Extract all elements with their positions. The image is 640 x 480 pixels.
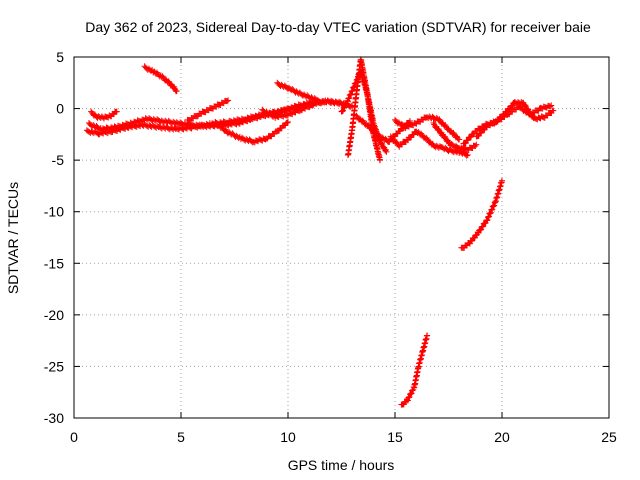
x-tick-label: 5 [177, 429, 185, 445]
series-arc-r [398, 332, 431, 408]
data-point [480, 223, 487, 230]
x-tick-label: 15 [387, 429, 403, 445]
data-points [83, 56, 557, 408]
data-point [473, 141, 480, 148]
data-point [309, 102, 316, 109]
data-point [475, 230, 482, 237]
series-arc-j [338, 68, 384, 164]
plot-border [73, 56, 610, 419]
data-point [224, 98, 231, 105]
data-point [377, 157, 384, 164]
x-tick-label: 25 [601, 429, 617, 445]
y-tick-label: -15 [44, 255, 64, 271]
y-tick-label: 5 [56, 49, 64, 65]
data-point [113, 108, 120, 115]
chart-title: Day 362 of 2023, Sidereal Day-to-day VTE… [85, 19, 591, 35]
series-arc-g [259, 101, 317, 121]
data-point [383, 148, 390, 155]
data-point [340, 107, 347, 114]
data-point [424, 332, 431, 339]
y-tick-label: -20 [44, 307, 64, 323]
data-point [464, 151, 471, 158]
series-arc-d [141, 63, 180, 95]
y-axis-label: SDTVAR / TECUs [5, 182, 21, 294]
series-arc-b [83, 97, 347, 138]
data-point [382, 147, 389, 154]
series-arc-h [274, 79, 321, 104]
series-arc-c [88, 108, 120, 122]
y-tick-label: -30 [44, 410, 64, 426]
x-tick-label: 0 [70, 429, 78, 445]
data-point [314, 97, 321, 104]
series-arc-q [458, 177, 505, 251]
data-point [406, 394, 413, 401]
tick-labels: 0 5 10 15 20 25 5 0 -5 -10 -15 -20 -25 -30 [44, 49, 617, 445]
data-point [173, 88, 180, 95]
series-arc-m [392, 113, 463, 143]
x-tick-label: 20 [494, 429, 510, 445]
data-point [456, 136, 463, 143]
data-point [499, 177, 505, 184]
y-tick-label: -25 [44, 358, 64, 374]
x-tick-label: 10 [280, 429, 296, 445]
series-arc-f [212, 118, 291, 146]
series-arc-p [473, 102, 555, 140]
data-point [404, 397, 411, 404]
data-point [463, 152, 470, 159]
data-point [550, 107, 557, 114]
y-tick-label: -5 [52, 152, 65, 168]
data-point [472, 142, 479, 149]
x-axis-label: GPS time / hours [288, 457, 395, 473]
data-point [408, 390, 415, 397]
series-arc-e [184, 97, 232, 124]
series-arc-l [387, 128, 471, 159]
data-point [284, 119, 291, 126]
data-point [547, 103, 554, 110]
data-point [341, 104, 348, 111]
data-point [225, 97, 232, 104]
data-point [548, 102, 555, 109]
data-point [478, 226, 485, 233]
y-tick-label: -10 [44, 204, 64, 220]
series-arc-n [430, 119, 480, 153]
data-point [285, 118, 291, 125]
y-tick-label: 0 [56, 101, 64, 117]
